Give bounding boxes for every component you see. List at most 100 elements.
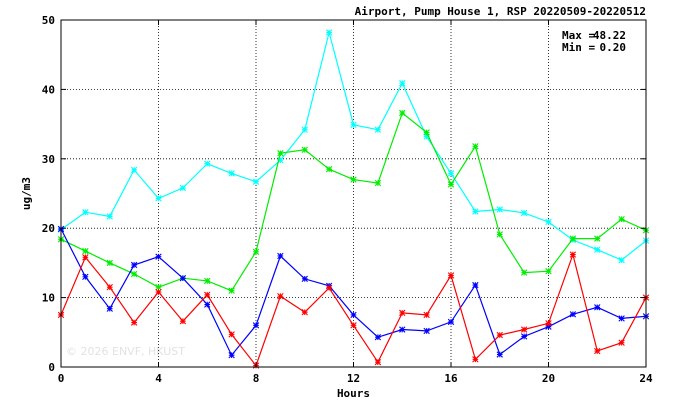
data-point: [569, 311, 577, 318]
max-label: Max =: [562, 29, 595, 42]
data-point: [277, 252, 284, 260]
data-point: [374, 358, 382, 366]
x-axis-label: Hours: [337, 387, 370, 400]
data-point: [252, 322, 260, 329]
data-point: [618, 215, 625, 223]
chart-title: Airport, Pump House 1, RSP 20220509-2022…: [355, 5, 646, 18]
data-point: [82, 273, 89, 280]
min-value: 0.20: [600, 41, 627, 54]
x-tick-label: 12: [347, 372, 360, 385]
data-point: [228, 331, 235, 338]
data-point: [277, 150, 284, 157]
data-point: [155, 288, 162, 296]
data-point: [569, 235, 577, 242]
data-point: [545, 268, 552, 275]
y-tick-label: 20: [42, 222, 55, 235]
data-point: [496, 351, 503, 358]
data-point: [350, 322, 357, 329]
series-line: [60, 228, 647, 357]
data-point: [179, 184, 187, 192]
y-axis-label: ug/m3: [20, 177, 33, 210]
data-point: [350, 176, 357, 183]
data-point: [301, 126, 308, 133]
x-tick-label: 16: [444, 372, 458, 385]
data-point: [594, 304, 601, 311]
y-tick-label: 0: [48, 361, 55, 374]
data-point: [155, 253, 162, 260]
x-tick-label: 20: [542, 372, 555, 385]
data-point: [447, 170, 455, 177]
data-point: [545, 323, 552, 330]
data-point: [179, 318, 187, 325]
data-point: [277, 293, 284, 300]
data-point: [472, 143, 479, 150]
data-point: [399, 326, 406, 333]
data-point: [618, 315, 625, 322]
y-tick-label: 10: [42, 292, 55, 305]
data-point: [82, 247, 89, 255]
x-tick-label: 0: [58, 372, 65, 385]
data-point: [472, 356, 479, 363]
data-point: [106, 213, 113, 220]
data-point: [82, 209, 89, 216]
data-point: [569, 251, 577, 258]
data-point: [106, 305, 113, 312]
y-tick-label: 40: [42, 83, 55, 96]
data-point: [179, 274, 187, 282]
data-point: [496, 231, 503, 238]
data-point: [325, 166, 333, 173]
data-point: [301, 308, 308, 316]
data-point: [252, 178, 260, 185]
data-point: [374, 126, 382, 133]
stats-box: Max = 48.22 Min = 0.20: [562, 29, 626, 54]
data-point: [130, 319, 138, 326]
data-point: [520, 326, 528, 333]
data-point: [594, 347, 601, 355]
x-tick-label: 24: [639, 372, 653, 385]
series-3: [57, 225, 650, 359]
data-point: [130, 261, 138, 269]
data-point: [301, 275, 308, 283]
series-line: [60, 112, 647, 292]
data-point: [594, 246, 601, 253]
data-point: [130, 270, 138, 278]
min-label: Min =: [562, 41, 595, 54]
data-point: [545, 218, 552, 226]
data-point: [130, 166, 138, 174]
data-point: [423, 311, 430, 319]
data-point: [423, 327, 430, 335]
data-point: [350, 311, 357, 319]
data-point: [520, 333, 528, 340]
data-point: [447, 272, 455, 279]
data-point: [399, 309, 406, 317]
data-point: [325, 29, 333, 36]
data-point: [106, 284, 113, 291]
max-value: 48.22: [593, 29, 626, 42]
data-point: [277, 156, 284, 164]
watermark: © 2026 ENVF, HKUST: [66, 345, 185, 358]
data-point: [399, 109, 406, 117]
data-point: [423, 133, 430, 140]
x-tick-label: 4: [155, 372, 162, 385]
data-point: [594, 235, 601, 242]
data-point: [496, 206, 503, 213]
data-point: [155, 195, 162, 202]
data-point: [618, 256, 625, 264]
y-ticks: 0 10 20 30 40 50: [42, 14, 646, 374]
data-point: [228, 287, 235, 294]
data-point: [228, 352, 235, 359]
data-point: [374, 333, 382, 341]
data-point: [350, 121, 357, 128]
data-point: [106, 259, 113, 267]
data-point: [423, 129, 430, 136]
data-point: [399, 79, 406, 87]
data-point: [252, 248, 260, 255]
data-point: [472, 281, 479, 289]
data-point: [204, 277, 211, 285]
data-point: [204, 291, 211, 299]
data-point: [496, 331, 503, 339]
data-point: [447, 318, 455, 326]
y-tick-label: 30: [42, 153, 55, 166]
data-point: [155, 284, 162, 291]
